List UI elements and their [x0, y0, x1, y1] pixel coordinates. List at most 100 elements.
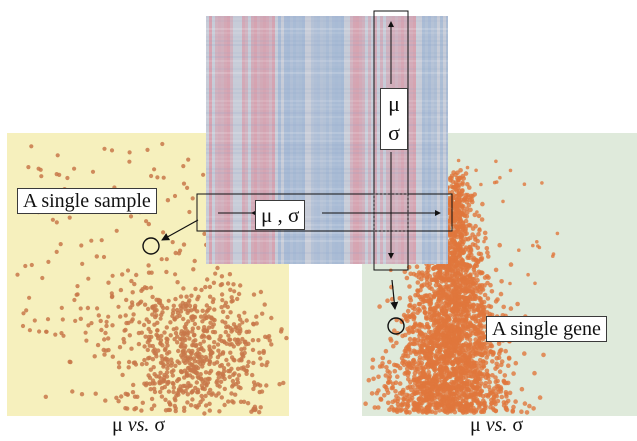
gene-point: [420, 409, 425, 415]
sample-point: [180, 348, 186, 354]
gene-point: [535, 240, 539, 244]
sample-point: [219, 395, 224, 400]
gene-point: [404, 275, 410, 281]
sample-point: [250, 347, 256, 353]
sample-point: [150, 357, 156, 362]
gene-point: [435, 292, 441, 297]
heatmap-column: [236, 16, 239, 264]
sample-point: [132, 281, 137, 287]
gene-point: [426, 340, 432, 346]
heatmap-row: [206, 140, 448, 142]
gene-point: [463, 319, 469, 325]
gene-point: [384, 365, 389, 370]
column-mu-symbol: μ: [388, 91, 400, 116]
heatmap-row: [206, 172, 448, 174]
gene-point: [407, 336, 413, 342]
sample-point: [193, 370, 199, 376]
sample-point: [220, 309, 226, 314]
gene-point: [434, 360, 439, 366]
sample-point: [259, 362, 265, 367]
gene-point: [387, 370, 392, 375]
sample-point: [219, 305, 224, 310]
sample-point: [158, 301, 163, 306]
gene-point: [537, 395, 543, 400]
gene-point: [464, 332, 469, 337]
sample-point: [109, 291, 114, 296]
gene-point: [464, 302, 470, 308]
gene-point: [459, 386, 465, 392]
gene-point: [467, 197, 473, 203]
gene-point: [419, 406, 425, 411]
sample-point: [263, 334, 268, 339]
sample-point: [78, 306, 83, 311]
sample-point: [192, 258, 197, 264]
gene-point: [456, 178, 460, 183]
gene-point: [382, 384, 387, 389]
sample-point: [164, 374, 170, 379]
sample-point: [130, 290, 135, 295]
gene-point: [499, 359, 505, 364]
gene-point: [471, 255, 477, 261]
heatmap-row: [206, 144, 448, 146]
gene-point: [497, 242, 502, 248]
gene-point: [460, 278, 466, 284]
sample-point: [183, 353, 188, 358]
sample-point: [149, 396, 155, 402]
sample-point: [152, 403, 157, 408]
heatmap-column: [425, 16, 428, 264]
gene-point: [455, 317, 461, 323]
sample-point: [126, 365, 131, 370]
sample-point: [251, 322, 256, 327]
gene-point: [449, 361, 455, 366]
sample-point: [245, 363, 250, 369]
sample-point: [98, 318, 103, 324]
gene-point: [450, 308, 455, 314]
heatmap-column: [359, 16, 362, 264]
gene-point: [425, 345, 431, 351]
sample-point: [54, 249, 59, 254]
sample-point: [203, 393, 208, 399]
heatmap-column: [209, 16, 212, 264]
sample-point: [235, 337, 241, 342]
heatmap-column: [308, 16, 311, 264]
gene-point: [551, 254, 555, 258]
gene-point: [508, 306, 514, 311]
gene-point: [411, 311, 416, 316]
gene-point: [460, 274, 465, 280]
sample-point: [198, 314, 204, 319]
sample-point: [179, 369, 184, 375]
gene-point: [458, 256, 464, 261]
gene-point: [467, 244, 472, 250]
sample-point: [171, 389, 176, 395]
sample-point: [149, 173, 154, 179]
gene-point: [405, 308, 411, 314]
sample-point: [232, 289, 237, 294]
sample-point: [191, 364, 197, 369]
gene-point: [468, 373, 474, 379]
sample-point: [181, 242, 187, 247]
gene-point: [472, 212, 478, 218]
heatmap-column: [278, 16, 281, 264]
sample-point: [228, 350, 233, 355]
gene-point: [419, 344, 425, 350]
gene-point: [437, 367, 443, 372]
gene-point: [459, 233, 465, 238]
gene-point: [508, 281, 512, 286]
sample-point: [257, 389, 262, 395]
sample-point: [267, 338, 272, 343]
sample-point: [102, 352, 107, 357]
gene-point: [442, 301, 448, 306]
gene-point: [458, 175, 463, 181]
gene-point: [468, 393, 473, 398]
gene-point: [422, 390, 427, 395]
gene-point: [452, 272, 458, 277]
gene-point: [454, 200, 460, 205]
gene-point: [465, 165, 470, 170]
sample-point: [228, 287, 233, 292]
sample-point: [224, 357, 229, 363]
gene-point: [408, 341, 413, 346]
sample-point: [143, 334, 148, 339]
sample-point: [256, 338, 261, 343]
gene-point: [468, 272, 473, 277]
gene-point: [493, 267, 499, 273]
